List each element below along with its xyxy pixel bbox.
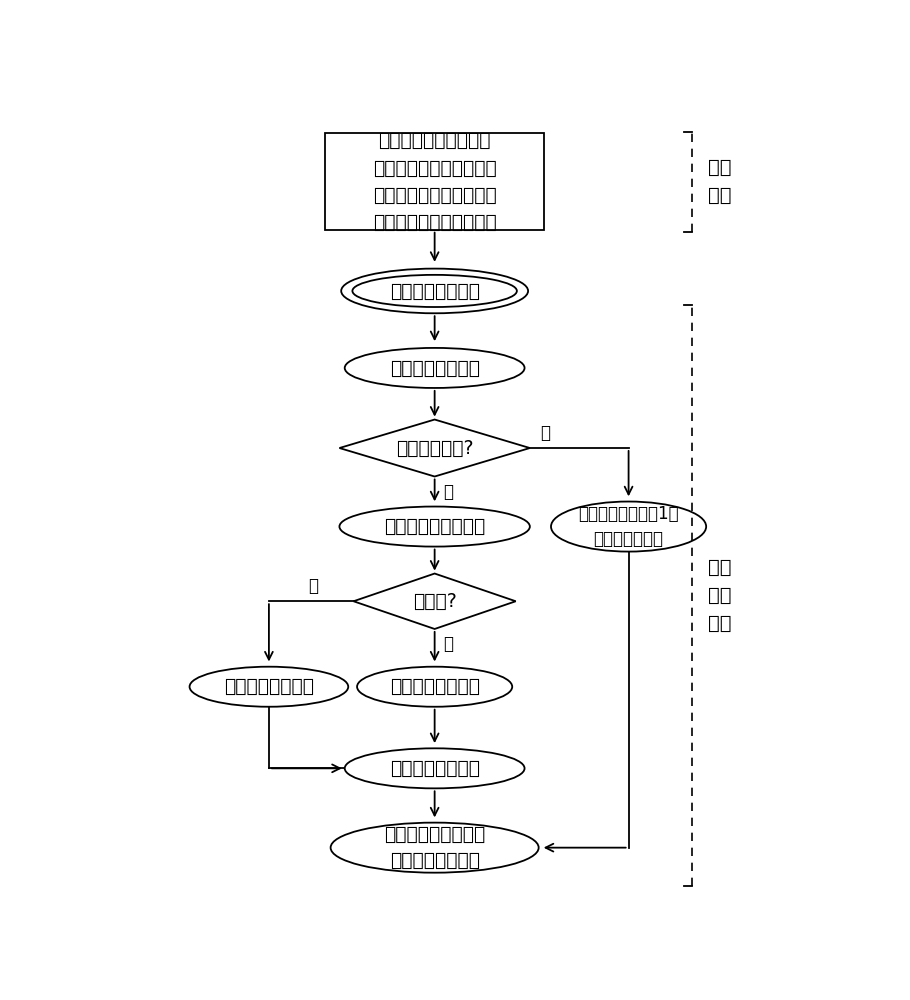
Text: 主设备发送访问地址: 主设备发送访问地址 [384,517,485,536]
Text: 是: 是 [443,483,453,501]
Text: 从设备收到结束位，
报文传递过程完毕: 从设备收到结束位， 报文传递过程完毕 [384,825,485,870]
Ellipse shape [341,269,528,313]
Ellipse shape [551,502,706,552]
Polygon shape [339,420,530,477]
Ellipse shape [330,823,539,873]
Text: 否: 否 [541,424,551,442]
Ellipse shape [345,348,524,388]
Text: 主设备发送报文头: 主设备发送报文头 [389,358,480,377]
Text: 读报文?: 读报文? [413,592,457,611]
Text: 从设备发送读数据: 从设备发送读数据 [389,677,480,696]
Text: 预先将主设备通过时钟
线、数据线与所有从设备
相连，从设备应答线通过
与逻辑逐级级联至主设备: 预先将主设备通过时钟 线、数据线与所有从设备 相连，从设备应答线通过 与逻辑逐级… [373,131,497,232]
Ellipse shape [345,748,524,788]
Text: 主设备发送结束位: 主设备发送结束位 [389,759,480,778]
Ellipse shape [352,275,517,307]
Ellipse shape [189,667,349,707]
Text: 主设备发送写数据: 主设备发送写数据 [224,677,314,696]
Text: 主设备发送起始位: 主设备发送起始位 [389,281,480,300]
Text: 否: 否 [308,577,318,595]
Text: 初始
条件: 初始 条件 [708,158,731,205]
Ellipse shape [339,507,530,547]
Ellipse shape [357,667,512,707]
Text: 报文
传递
过程: 报文 传递 过程 [708,558,731,633]
Text: 从设备将应答线置1，
然后等待结束位: 从设备将应答线置1， 然后等待结束位 [578,505,679,548]
Polygon shape [353,574,516,629]
Text: 是目标从设备?: 是目标从设备? [396,439,473,458]
Bar [326,133,544,230]
Text: 是: 是 [443,635,453,653]
